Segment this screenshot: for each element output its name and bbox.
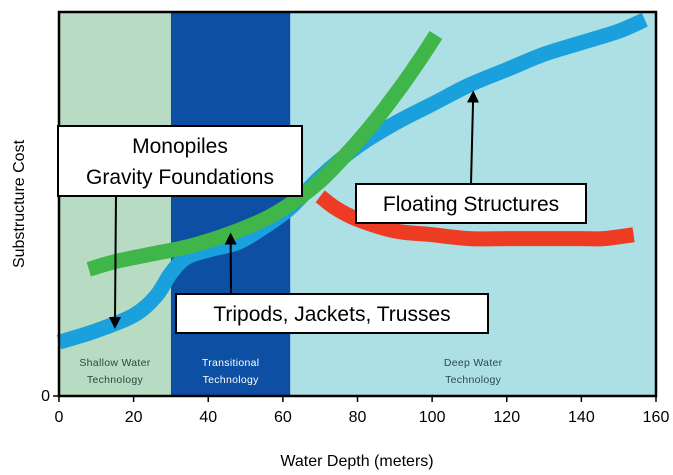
zone-transitional bbox=[170, 12, 291, 396]
annotation-arrow-monopiles bbox=[109, 193, 122, 330]
x-tick-label: 40 bbox=[199, 409, 217, 426]
x-axis-label: Water Depth (meters) bbox=[280, 453, 433, 470]
x-tick-label: 140 bbox=[568, 409, 595, 426]
zone-label-transitional: Technology bbox=[203, 374, 260, 386]
series-line-red bbox=[315, 190, 635, 247]
zone-label-shallow: Shallow Water bbox=[79, 357, 150, 369]
annotation-box-tripods bbox=[175, 293, 489, 334]
annotation-text-tripods: Tripods, Jackets, Trusses bbox=[213, 303, 450, 326]
x-tick-label: 160 bbox=[643, 409, 670, 426]
zone-label-transitional: Transitional bbox=[202, 357, 259, 369]
annotation-box-monopiles bbox=[57, 125, 303, 197]
annotations-layer: Monopiles Gravity Foundations Floating Str… bbox=[57, 90, 587, 334]
annotation-text-floating: Floating Structures bbox=[383, 193, 559, 216]
x-tick-label: 20 bbox=[125, 409, 143, 426]
axes-layer: 0 20 40 60 80 100 120 140 160 0 bbox=[41, 388, 669, 426]
annotation-arrow-floating bbox=[467, 90, 480, 185]
annotation-text-monopiles: Gravity Foundations bbox=[86, 166, 274, 189]
x-tick-label: 80 bbox=[349, 409, 367, 426]
zones-layer bbox=[59, 12, 656, 396]
zone-labels-layer: Shallow Water Technology Transitional Techn… bbox=[79, 357, 502, 386]
annotation-text-monopiles: Monopiles bbox=[132, 135, 228, 158]
x-tick-label: 0 bbox=[55, 409, 64, 426]
annotation-box-floating bbox=[355, 183, 587, 224]
x-tick-label: 60 bbox=[274, 409, 292, 426]
x-tick-label: 100 bbox=[419, 409, 446, 426]
y-tick-label: 0 bbox=[41, 388, 50, 405]
y-axis-label: Substructure Cost bbox=[11, 139, 28, 268]
zone-label-deep: Technology bbox=[445, 374, 502, 386]
zone-label-deep: Deep Water bbox=[444, 357, 503, 369]
x-tick-label: 120 bbox=[493, 409, 520, 426]
series-layer bbox=[56, 12, 648, 350]
zone-label-shallow: Technology bbox=[87, 374, 144, 386]
series-line-green bbox=[86, 30, 443, 277]
